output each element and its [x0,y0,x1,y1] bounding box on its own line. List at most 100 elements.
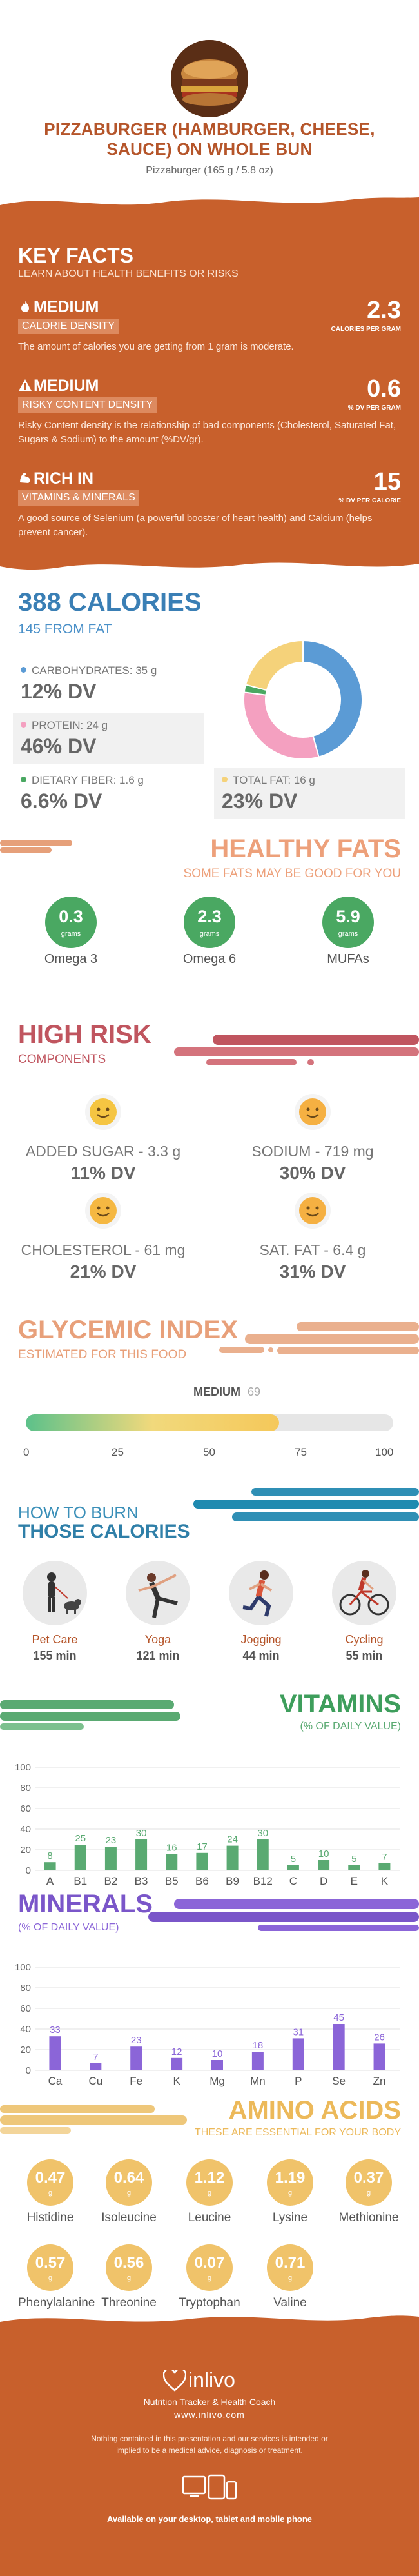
fat-mufas: 5.9 grams MUFAs [313,897,384,967]
bar-B1 [74,1845,86,1870]
bar-Ca [49,2036,61,2070]
fat-circle: 5.9 grams [322,897,374,948]
fat-value: 2.3 [197,907,222,926]
amino-valine: 0.71 g Valine [258,2244,322,2310]
amino-value: 1.12 [194,2169,225,2186]
amino-subtitle: THESE ARE ESSENTIAL FOR YOUR BODY [194,2127,401,2138]
fat-omega6: 2.3 grams Omega 6 [174,897,245,967]
legend-dot [21,722,26,728]
key-facts-title: KEY FACTS [18,244,133,267]
vitamins-bar-chart: 0 20 40 60 80 100 8 A 25 B1 23 B2 30 B3 16 B5 17 B6 24 B9 30… [15,1762,400,1887]
legend-dot [21,667,26,673]
amino-name: Lysine [272,2211,308,2224]
risk-cholesterol: CHOLESTEROL - 61 mg 21% DV [13,1192,193,1282]
bar-Fe [130,2046,142,2070]
amino-circle: 1.12 g [186,2159,233,2206]
risk-dv: 21% DV [70,1262,137,1282]
donut-slice-fat [244,639,304,691]
healthy-fats-title: HEALTHY FATS [210,835,401,863]
nutrient-dv: 23% DV [222,789,298,813]
gi-scale [26,1414,393,1431]
gi-fill [26,1414,280,1431]
bar-value-label: 33 [50,2025,61,2036]
key-facts-subtitle: LEARN ABOUT HEALTH BENEFITS OR RISKS [18,268,239,279]
amino-name: Valine [273,2296,307,2310]
bar-B12 [257,1839,269,1870]
calories-title: 388 CALORIES [18,588,202,617]
amino-unit: g [48,2189,53,2197]
fat-value: 0.3 [59,907,83,926]
amino-value: 0.71 [275,2254,306,2272]
fat-circle: 0.3 grams [45,897,97,948]
high-risk-title: HIGH RISK [18,1020,151,1049]
footer-url[interactable]: www.inlivo.com [174,2410,245,2420]
x-tick-label: P [295,2075,302,2087]
risk-dv: 30% DV [279,1163,346,1183]
decor-stripes [0,840,72,853]
burn-activity: Cycling [345,1633,384,1646]
bar-C [287,1865,299,1870]
risk-name: SODIUM - 719 mg [251,1143,374,1160]
amino-isoleucine: 0.64 g Isoleucine [97,2159,161,2225]
key-fact-unit: CALORIES PER GRAM [331,326,401,333]
amino-leucine: 1.12 g Leucine [177,2159,242,2225]
x-tick-label: K [381,1875,389,1887]
amino-unit: g [48,2274,53,2282]
bar-value-label: 7 [382,1852,387,1863]
burn-minutes: 55 min [346,1649,383,1662]
x-tick-label: D [320,1875,327,1887]
risk-added-sugar: ADDED SUGAR - 3.3 g 11% DV [13,1093,193,1184]
wave-divider [0,197,419,217]
amino-circle: 0.56 g [106,2244,152,2291]
y-tick-label: 100 [15,1962,31,1973]
bar-B2 [104,1847,117,1870]
decor-stripes [174,1035,419,1065]
amino-circle: 0.07 g [186,2244,233,2291]
fat-omega3: 0.3 grams Omega 3 [35,897,106,967]
bar-value-label: 16 [166,1842,177,1853]
x-tick-label: B5 [165,1875,179,1887]
bar-value-label: 23 [131,2035,142,2046]
amino-value: 0.64 [113,2169,144,2186]
warning-icon [19,379,32,391]
fat-name: Omega 6 [182,952,237,966]
key-fact-label: VITAMINS & MINERALS [18,490,139,506]
nutrient-dv: 46% DV [21,735,97,758]
amino-unit: g [207,2189,212,2197]
key-fact-value: 2.3 [367,297,401,324]
footer-brand: inlivo [188,2368,235,2392]
bar-value-label: 18 [253,2040,264,2051]
risk-dv: 11% DV [70,1163,136,1183]
amino-unit: g [126,2189,132,2197]
bar-value-label: 24 [227,1834,238,1845]
amino-name: Tryptophan [179,2296,240,2310]
key-fact-desc: A good source of Selenium (a powerful bo… [18,513,373,538]
nutrient-dv: 12% DV [21,680,97,703]
key-fact-value: 0.6 [367,375,401,402]
bar-value-label: 7 [93,2052,98,2063]
key-fact-level: RICH IN [34,470,94,488]
x-tick-label: Fe [130,2075,142,2087]
x-tick-label: E [351,1875,358,1887]
wave-divider [0,551,419,570]
calories-subtitle: 145 FROM FAT [18,622,112,637]
fat-circle: 2.3 grams [184,897,235,948]
y-tick-label: 0 [26,1865,31,1876]
smiley-icon [85,1193,121,1229]
bar-Se [333,2024,345,2070]
amino-unit: g [287,2189,293,2197]
key-fact-level: MEDIUM [34,377,99,395]
x-tick-label: B1 [73,1875,87,1887]
risk-name: ADDED SUGAR - 3.3 g [25,1143,181,1160]
burn-jogging: Jogging 44 min [216,1561,306,1663]
key-facts-section: KEY FACTS LEARN ABOUT HEALTH BENEFITS OR… [0,213,419,553]
y-tick-label: 60 [20,1803,31,1814]
amino-name: Methionine [338,2211,399,2224]
key-fact-level: MEDIUM [34,298,99,316]
nutrient-label: CARBOHYDRATES: 35 g [32,664,157,677]
burn-activity: Jogging [240,1633,282,1646]
x-tick-label: B6 [195,1875,209,1887]
x-tick-label: Zn [373,2075,386,2087]
bar-value-label: 5 [291,1854,296,1865]
amino-circle: 0.64 g [106,2159,152,2206]
